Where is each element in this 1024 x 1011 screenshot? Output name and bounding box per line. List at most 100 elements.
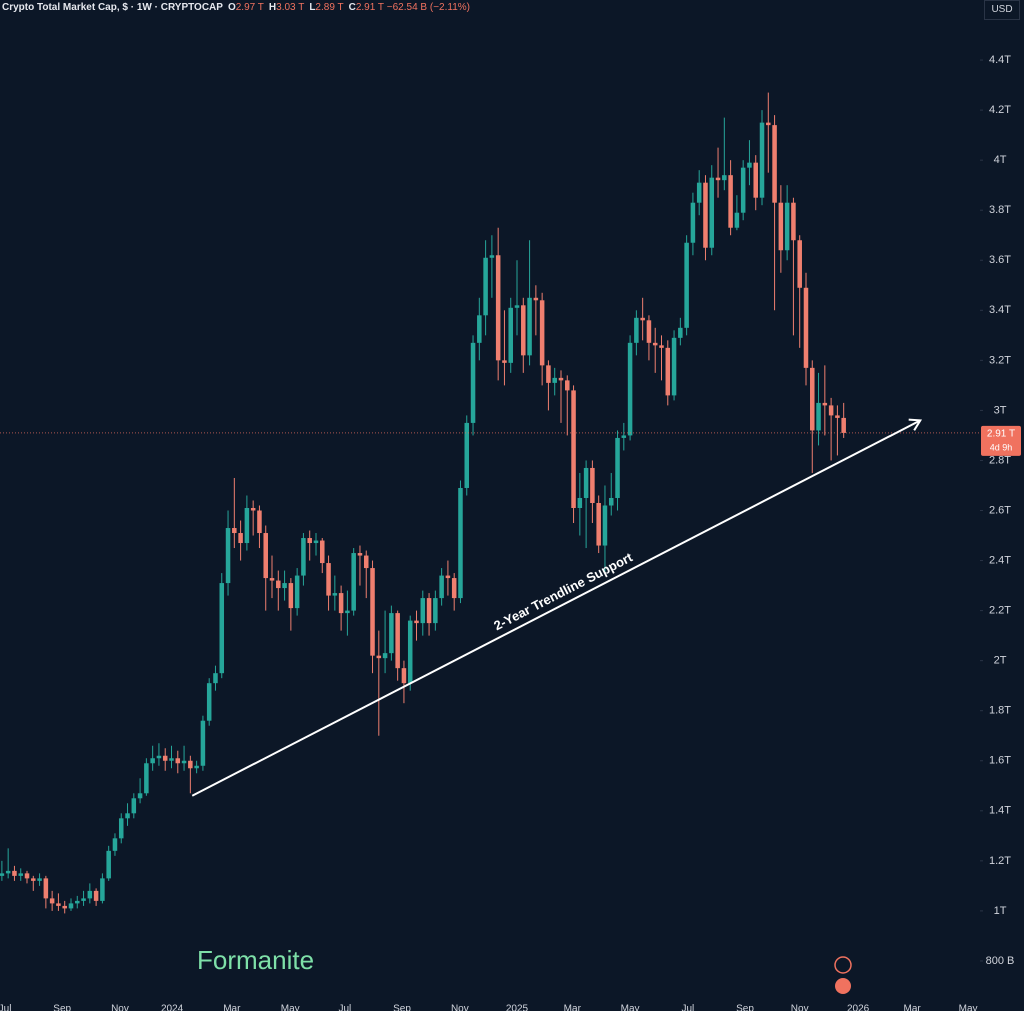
candle-body	[294, 575, 300, 609]
x-tick-label: Jul	[338, 1004, 351, 1011]
candle-body	[828, 405, 834, 416]
candle-body	[690, 202, 696, 243]
x-tick-label: 2025	[506, 1004, 529, 1011]
candle-body	[125, 813, 130, 819]
candle-body	[439, 575, 444, 599]
candle-body	[263, 533, 268, 579]
candle-body	[722, 175, 727, 181]
candle-body	[188, 760, 193, 769]
candle-body	[477, 315, 482, 343]
candle-body	[200, 720, 206, 766]
candle-body	[31, 878, 36, 881]
x-tick-label: 2026	[847, 1004, 870, 1011]
y-tick-label: 2.6T	[989, 504, 1011, 516]
x-tick-label: May	[959, 1004, 978, 1011]
candle-body	[451, 578, 457, 599]
candle-body	[118, 818, 124, 839]
y-tick-label: 2T	[994, 655, 1007, 667]
candle-body	[131, 798, 137, 814]
candle-body	[797, 240, 802, 288]
y-tick-label: 3.6T	[989, 254, 1011, 266]
y-tick-label: 4.2T	[989, 104, 1011, 116]
y-tick-label: 1.4T	[989, 805, 1011, 817]
candle-body	[401, 668, 407, 684]
candle-body	[634, 317, 639, 343]
candle-body	[810, 367, 815, 431]
candle-body	[803, 287, 809, 368]
candle-body	[414, 620, 419, 624]
candle-body	[301, 538, 306, 576]
candle-body	[558, 377, 564, 381]
candle-body	[621, 435, 627, 438]
candle-body	[12, 870, 17, 876]
candle-body	[100, 878, 105, 901]
candle-body	[0, 873, 5, 876]
ohlc-key: C	[348, 2, 356, 13]
x-tick-label: Jul	[681, 1004, 694, 1011]
candle-body	[156, 755, 162, 759]
candle-body	[678, 327, 683, 338]
countdown: 4d 9h	[990, 442, 1013, 452]
candle-body	[602, 505, 608, 546]
candle-body	[382, 653, 388, 659]
candle-body	[345, 610, 350, 614]
candle-body	[181, 760, 187, 764]
x-tick-label: May	[621, 1004, 640, 1011]
y-tick-label: 2.4T	[989, 554, 1011, 566]
x-tick-label: Sep	[393, 1004, 411, 1011]
candle-body	[734, 212, 740, 228]
candle-body	[420, 598, 426, 624]
candle-body	[68, 903, 74, 909]
candle-body	[703, 182, 708, 248]
candle-body	[43, 878, 49, 899]
alert-icon[interactable]	[834, 956, 852, 974]
candle-body	[841, 417, 846, 433]
candle-body	[363, 555, 369, 569]
ohlc-key: L	[309, 2, 316, 13]
candle-body	[753, 162, 758, 198]
candle-body	[822, 402, 828, 406]
y-tick-label: 2.8T	[989, 454, 1011, 466]
currency-button[interactable]: USD	[984, 0, 1020, 20]
candle-body	[527, 297, 532, 356]
candle-body	[307, 538, 312, 544]
candle-body	[225, 528, 231, 584]
y-tick-label: 1.6T	[989, 755, 1011, 767]
candle-body	[257, 510, 262, 534]
y-tick-label: 4.4T	[989, 54, 1011, 66]
candle-body	[571, 390, 576, 509]
candle-body	[206, 683, 212, 721]
candle-body	[508, 307, 513, 363]
x-tick-label: Mar	[904, 1004, 922, 1011]
candle-body	[652, 342, 658, 346]
candle-body	[458, 487, 463, 599]
candle-body	[502, 360, 507, 363]
candle-body	[640, 317, 645, 321]
candle-body	[546, 365, 551, 383]
candle-body	[338, 593, 344, 614]
candle-body	[791, 202, 796, 241]
candle-body	[778, 202, 784, 251]
trendline	[191, 418, 923, 797]
candle-body	[533, 297, 539, 301]
candle-body	[320, 540, 325, 564]
candle-body	[144, 763, 149, 794]
candle-body	[684, 242, 689, 328]
candle-body	[93, 890, 99, 901]
candle-body	[106, 850, 111, 879]
chart-header: Crypto Total Market Cap, $ · 1W · CRYPTO…	[2, 2, 470, 13]
candle-body	[715, 177, 721, 181]
candle-body	[483, 257, 488, 316]
candle-body	[495, 255, 501, 361]
candle-body	[49, 898, 55, 904]
candle-body	[5, 870, 11, 874]
candle-body	[376, 655, 382, 659]
candle-body	[514, 305, 520, 308]
candle-body	[740, 167, 746, 213]
y-tick-label: 3.8T	[989, 204, 1011, 216]
flag-icon[interactable]	[835, 978, 851, 994]
candle-body	[137, 793, 143, 799]
y-tick-label: 3T	[994, 404, 1007, 416]
candle-body	[269, 578, 275, 581]
candle-body	[590, 467, 595, 503]
